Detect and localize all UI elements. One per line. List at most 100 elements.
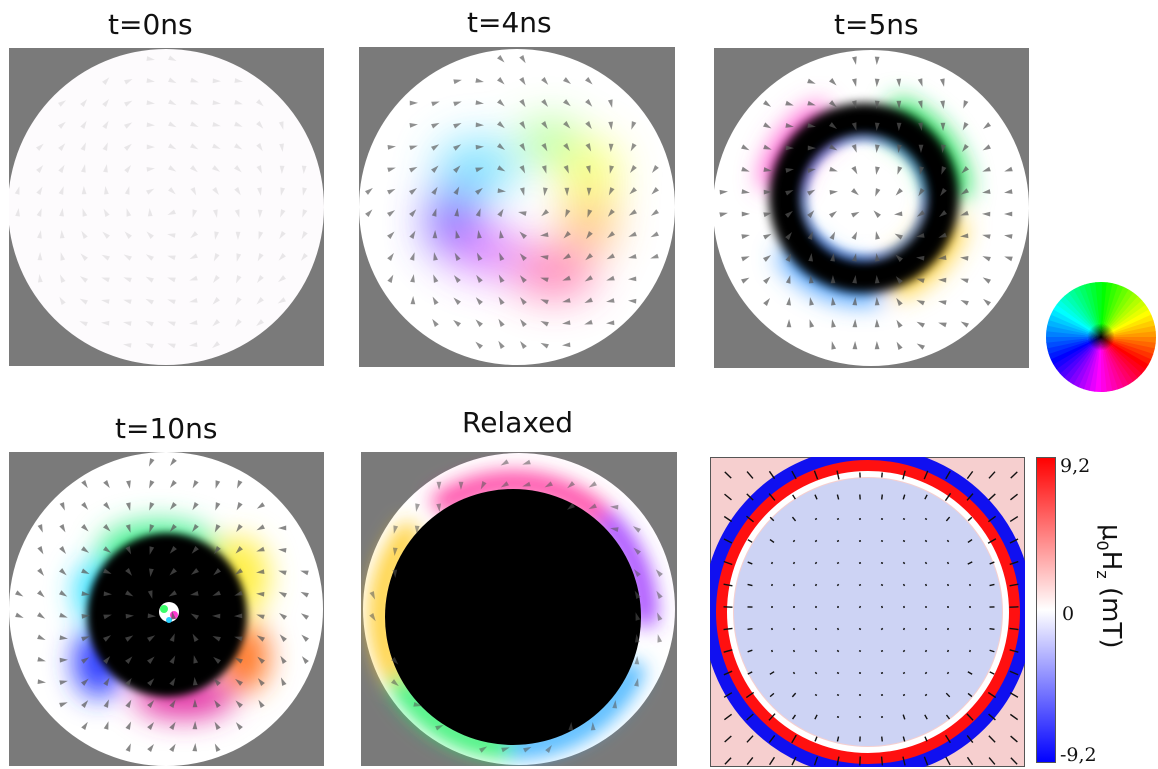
field-arrow <box>924 561 928 565</box>
field-arrow <box>836 627 840 631</box>
magnetization-arrow <box>585 143 592 152</box>
magnetization-arrow <box>895 276 903 284</box>
magnetization-arrow <box>785 253 792 262</box>
field-heatmap <box>710 457 1025 767</box>
magnetization-arrow <box>147 743 154 752</box>
field-arrow <box>769 538 775 544</box>
colorbar <box>1036 457 1056 763</box>
magnetization-arrow <box>37 612 46 619</box>
magnetization-arrow <box>37 568 45 576</box>
magnetization-arrow <box>192 633 199 642</box>
magnetization-arrow <box>168 590 177 597</box>
field-arrow <box>987 691 997 699</box>
magnetization-arrow <box>256 591 265 597</box>
magnetization-arrow <box>167 255 176 261</box>
magnetization-arrow <box>278 548 287 553</box>
field-arrow <box>791 692 797 698</box>
magnetization-arrow <box>80 99 88 107</box>
field-arrow <box>902 517 906 521</box>
magnetization-arrow <box>234 319 242 327</box>
field-arrow <box>989 671 995 675</box>
magnetization-arrow <box>896 100 902 109</box>
magnetization-arrow <box>215 480 221 489</box>
magnetization-arrow <box>15 612 24 618</box>
magnetization-arrow <box>609 165 615 174</box>
magnetization-arrow <box>168 55 177 62</box>
magnetization-arrow <box>874 78 880 87</box>
magnetization-arrow <box>432 318 439 327</box>
magnetization-arrow <box>829 100 837 108</box>
panel-t0 <box>9 48 324 366</box>
magnetization-arrow <box>81 636 90 642</box>
magnetization-arrow <box>37 656 46 662</box>
magnetization-arrow <box>741 234 750 239</box>
magnetization-arrow <box>257 253 264 262</box>
magnetization-arrow <box>831 319 836 328</box>
magnetization-arrow <box>169 546 177 554</box>
field-arrow <box>924 539 928 543</box>
magnetization-arrow <box>540 342 549 349</box>
field-arrow <box>791 714 797 720</box>
magnetization-arrow <box>146 100 155 105</box>
magnetization-arrow <box>234 636 243 642</box>
magnetization-arrow <box>103 656 111 664</box>
magnetization-arrow <box>657 634 663 643</box>
magnetization-arrow <box>103 635 112 642</box>
magnetization-arrow <box>125 677 132 686</box>
magnetization-arrow <box>212 613 221 619</box>
magnetization-arrow <box>497 188 506 194</box>
magnetization-arrow <box>585 165 591 174</box>
field-arrow <box>813 756 819 766</box>
magnetization-arrow <box>101 320 110 326</box>
magnetization-arrow <box>189 253 198 260</box>
magnetization-arrow <box>212 165 221 172</box>
magnetization-arrow <box>103 677 110 686</box>
magnetization-arrow <box>190 165 198 173</box>
magnetization-arrow <box>497 99 505 107</box>
magnetization-arrow <box>831 341 837 350</box>
field-arrow <box>987 515 997 523</box>
magnetization-arrow <box>235 231 241 240</box>
magnetization-arrow <box>630 143 637 152</box>
magnetization-arrow <box>214 546 221 555</box>
field-arrow <box>747 539 753 543</box>
magnetization-arrow <box>37 679 46 685</box>
magnetization-arrow <box>234 657 243 664</box>
magnetization-arrow <box>960 188 969 195</box>
magnetization-arrow <box>562 297 571 303</box>
field-arrow <box>924 714 928 720</box>
magnetization-arrow <box>171 611 176 620</box>
magnetization-arrow <box>982 277 991 284</box>
magnetization-arrow <box>415 503 420 512</box>
magnetization-arrow <box>103 699 109 708</box>
field-arrow <box>924 583 928 587</box>
panel-field-map <box>710 457 1025 767</box>
magnetization-arrow <box>650 253 659 259</box>
magnetization-arrow <box>59 546 67 554</box>
magnetization-arrow <box>431 165 439 173</box>
magnetization-arrow <box>565 209 571 218</box>
magnetization-arrow <box>58 121 66 129</box>
field-arrow <box>792 494 796 500</box>
magnetization-arrow <box>541 77 549 85</box>
magnetization-arrow <box>59 296 66 305</box>
magnetization-arrow <box>606 253 615 260</box>
magnetization-map-t0 <box>9 48 324 366</box>
magnetization-arrow <box>234 613 243 619</box>
magnetization-arrow <box>190 77 199 83</box>
magnetization-arrow <box>455 230 461 239</box>
field-arrow <box>1010 735 1018 743</box>
magnetization-arrow <box>124 78 133 85</box>
magnetization-arrow <box>587 209 593 218</box>
magnetization-arrow <box>409 100 418 106</box>
magnetization-arrow <box>279 231 286 240</box>
magnetization-arrow <box>277 297 286 304</box>
magnetization-arrow <box>212 187 219 196</box>
magnetization-arrow <box>608 121 614 130</box>
magnetization-arrow <box>15 208 20 217</box>
magnetization-arrow <box>59 230 65 239</box>
magnetization-arrow <box>453 186 460 195</box>
magnetization-arrow <box>146 56 155 61</box>
magnetization-arrow <box>214 699 221 708</box>
field-arrow <box>987 538 997 544</box>
